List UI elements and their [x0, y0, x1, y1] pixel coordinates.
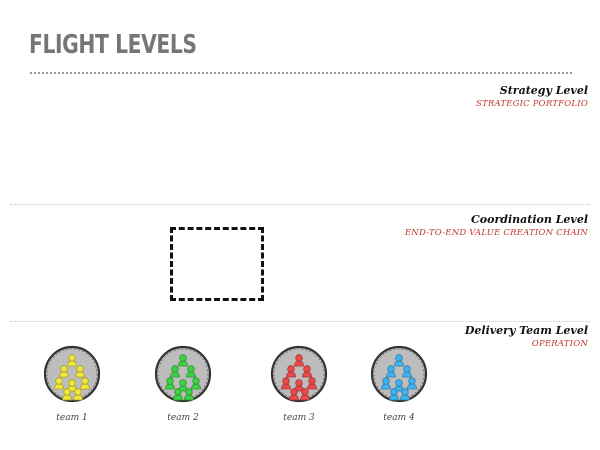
- team-3-icon: [269, 344, 329, 404]
- person-icon: [186, 365, 196, 378]
- person-icon: [184, 388, 194, 401]
- person-icon: [165, 377, 175, 390]
- person-icon: [394, 379, 404, 392]
- coordination-delivery-divider: [10, 321, 590, 322]
- person-icon: [281, 377, 291, 390]
- title-underline: [30, 72, 572, 74]
- person-icon: [300, 388, 310, 401]
- person-icon: [178, 354, 188, 367]
- team-1-label: team 1: [56, 413, 88, 423]
- person-icon: [62, 388, 72, 401]
- person-icon: [294, 354, 304, 367]
- person-icon: [386, 365, 396, 378]
- person-icon: [170, 365, 180, 378]
- coordination-placeholder-box: [170, 227, 264, 301]
- strategy-coordination-divider: [10, 204, 590, 205]
- person-icon: [389, 388, 399, 401]
- team-4-icon: [369, 344, 429, 404]
- team-3-label: team 3: [283, 413, 315, 423]
- page-title: FLIGHT LEVELS: [29, 30, 197, 60]
- team-cluster-graphic: [154, 345, 212, 403]
- person-icon: [73, 388, 83, 401]
- person-icon: [286, 365, 296, 378]
- person-icon: [402, 365, 412, 378]
- person-icon: [400, 388, 410, 401]
- team-2-icon: [153, 344, 213, 404]
- team-cluster-graphic: [270, 345, 328, 403]
- person-icon: [67, 354, 77, 367]
- person-icon: [394, 354, 404, 367]
- person-icon: [381, 377, 391, 390]
- delivery-level-name: Delivery Team Level: [464, 324, 588, 337]
- team-2-label: team 2: [167, 413, 199, 423]
- person-icon: [191, 377, 201, 390]
- team-cluster-graphic: [370, 345, 428, 403]
- coordination-level-name: Coordination Level: [471, 213, 588, 226]
- person-icon: [307, 377, 317, 390]
- strategy-level-subtitle: STRATEGIC PORTFOLIO: [475, 99, 588, 109]
- strategy-level-name: Strategy Level: [499, 84, 588, 97]
- person-icon: [80, 377, 90, 390]
- person-icon: [54, 377, 64, 390]
- person-icon: [289, 388, 299, 401]
- team-4-label: team 4: [383, 413, 415, 423]
- person-icon: [173, 388, 183, 401]
- person-icon: [75, 365, 85, 378]
- delivery-level-subtitle: OPERATION: [531, 339, 588, 349]
- person-icon: [59, 365, 69, 378]
- coordination-level-subtitle: END-TO-END VALUE CREATION CHAIN: [404, 228, 588, 238]
- person-icon: [407, 377, 417, 390]
- person-icon: [302, 365, 312, 378]
- team-cluster-graphic: [43, 345, 101, 403]
- team-1-icon: [42, 344, 102, 404]
